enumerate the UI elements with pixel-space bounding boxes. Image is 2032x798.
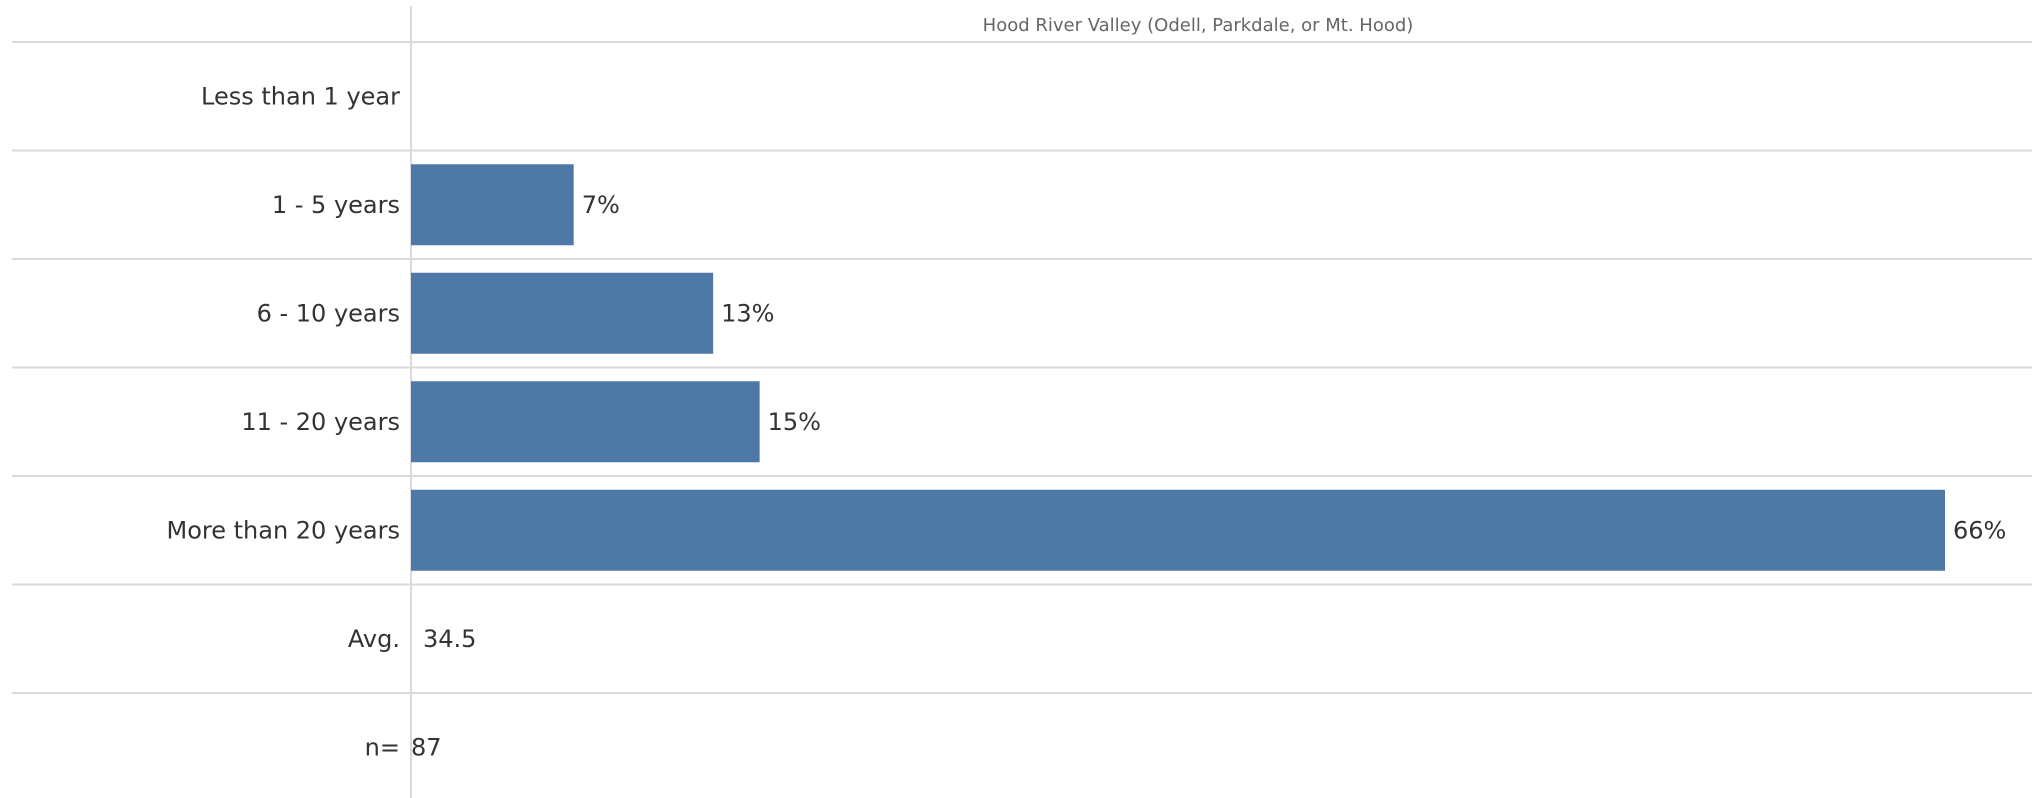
summary-label: n= — [365, 733, 400, 761]
bars-layer — [411, 164, 1945, 571]
category-label: Less than 1 year — [201, 82, 400, 110]
bar — [411, 381, 760, 463]
bar-value-label: 15% — [768, 408, 821, 436]
summary-value: 87 — [411, 733, 442, 761]
summary-value: 34.5 — [423, 625, 476, 653]
labels-layer: Less than 1 year 1 - 5 years 7% 6 - 10 year… — [166, 82, 2006, 544]
summary-label: Avg. — [348, 625, 400, 653]
category-label: More than 20 years — [166, 516, 400, 544]
bar — [411, 272, 714, 354]
category-label: 11 - 20 years — [241, 408, 400, 436]
bar — [411, 489, 1945, 571]
summary-layer: Avg. 34.5 n= 87 — [348, 625, 477, 762]
category-label: 1 - 5 years — [272, 191, 400, 219]
bar — [411, 164, 574, 246]
category-label: 6 - 10 years — [257, 299, 400, 327]
grid-layer — [12, 41, 2032, 694]
bar-value-label: 13% — [721, 299, 774, 327]
bar-value-label: 66% — [1953, 516, 2006, 544]
column-header: Hood River Valley (Odell, Parkdale, or M… — [983, 15, 1414, 36]
bar-value-label: 7% — [582, 191, 620, 219]
